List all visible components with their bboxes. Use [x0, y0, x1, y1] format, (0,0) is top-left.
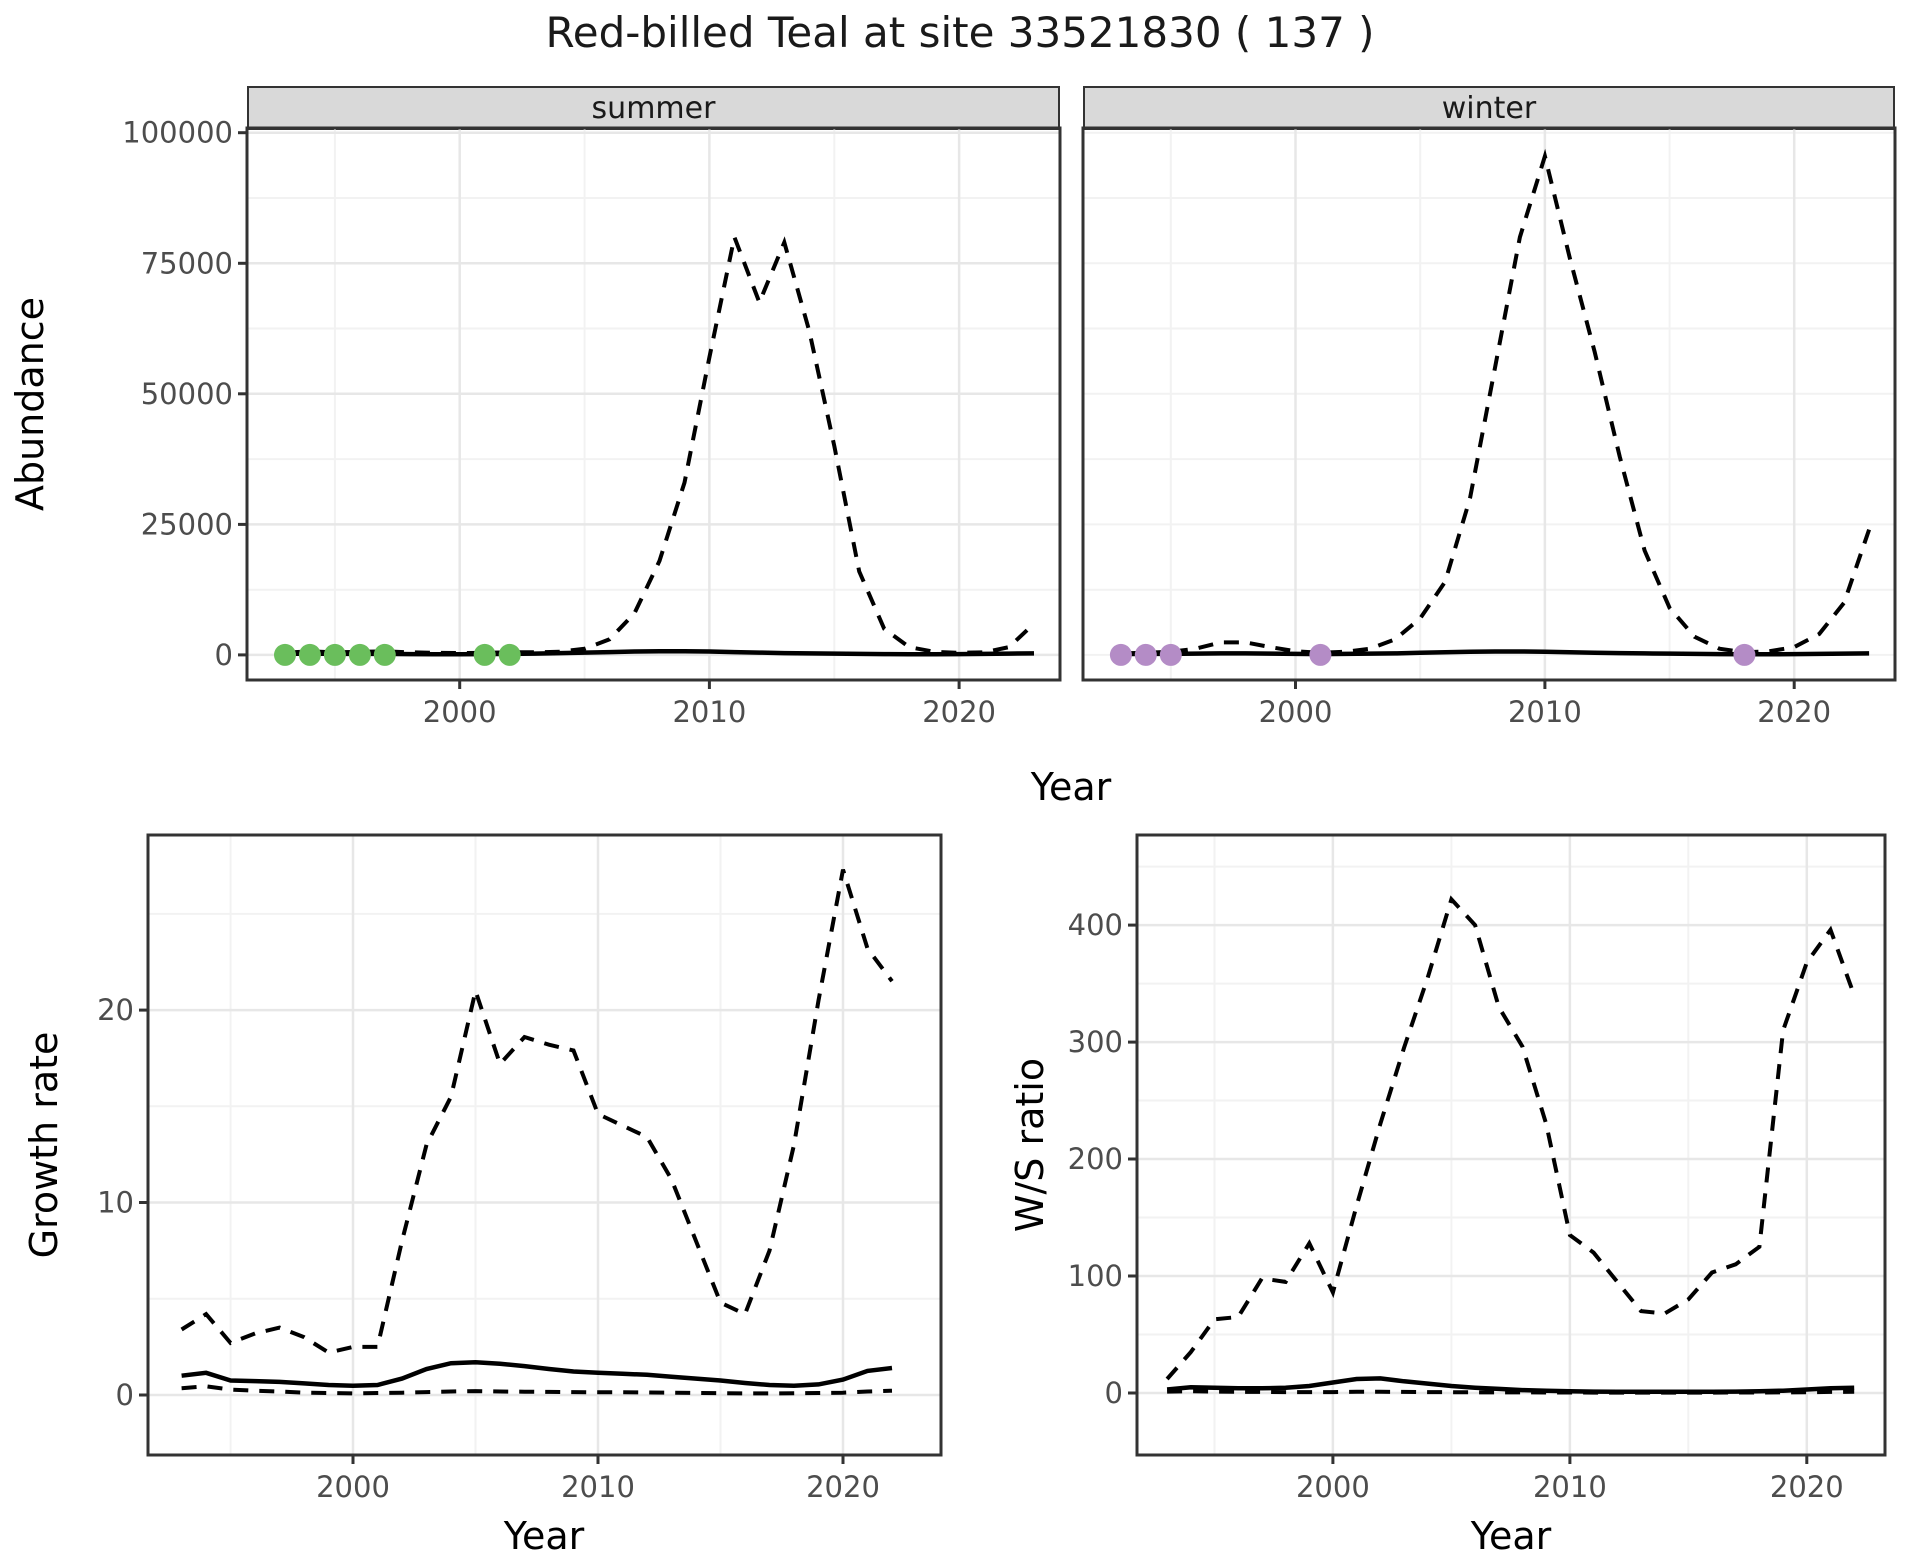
summer-observed-zero-count-dot	[498, 643, 521, 666]
x-tick-label: 2000	[1296, 1470, 1370, 1504]
y-tick-label: 25000	[141, 507, 233, 541]
summer-observed-zero-count-dot	[323, 643, 346, 666]
y-tick-label: 0	[1105, 1376, 1123, 1410]
x-tick-label: 2020	[1757, 695, 1831, 729]
x-tick-label: 2010	[672, 695, 746, 729]
panel-border	[245, 126, 1062, 682]
x-tick-label: 2010	[1508, 695, 1582, 729]
x-tick-label: 2020	[806, 1470, 880, 1504]
panel-summer: 2000 2010 2020 0 25000 50000 75000 100000	[122, 116, 1062, 729]
summer-observed-zero-count-dot	[373, 643, 396, 666]
x-tick-label: 2010	[561, 1470, 635, 1504]
winter-observed-zero-count-dot	[1134, 643, 1157, 666]
winter-observed-zero-count-dot	[1109, 643, 1132, 666]
y-tick-label: 300	[1068, 1025, 1123, 1059]
x-tick-label: 2020	[922, 695, 996, 729]
growth-upper-ci-line	[180, 869, 894, 1355]
y-axis-title-ws-ratio: W/S ratio	[1008, 1057, 1052, 1233]
x-tick-label: 2000	[316, 1470, 390, 1504]
summer-observed-zero-count-dot	[348, 643, 371, 666]
x-axis-title-top-year: Year	[1030, 765, 1112, 809]
panel-border	[1135, 833, 1887, 1457]
panel-growth: 2000 2010 2020 0 10 20	[97, 833, 943, 1504]
winter-observed-zero-count-dot	[1159, 643, 1182, 666]
x-tick-label: 2000	[1259, 695, 1333, 729]
summer-observed-zero-count-dot	[473, 643, 496, 666]
y-tick-label: 10	[97, 1186, 134, 1220]
y-tick-label: 50000	[141, 377, 233, 411]
ws-estimate-line	[1166, 1376, 1855, 1395]
facet-strip-winter: winter	[1083, 86, 1895, 130]
facet-strip-winter-label: winter	[1441, 90, 1537, 126]
growth-lower-ci-line	[181, 1384, 893, 1396]
facet-strip-summer: summer	[247, 86, 1060, 130]
x-axis-title-growth-year: Year	[503, 1514, 585, 1558]
y-tick-label: 0	[116, 1378, 134, 1412]
facet-strip-summer-label: summer	[591, 90, 716, 126]
ws-lower-ci-line	[1167, 1389, 1855, 1395]
x-tick-label: 2000	[423, 695, 497, 729]
panel-ws: 2000 2010 2020 0 100 200 300 400	[1068, 833, 1887, 1504]
x-tick-label: 2020	[1770, 1470, 1844, 1504]
y-tick-label: 75000	[141, 246, 233, 280]
y-tick-label: 400	[1068, 908, 1123, 942]
y-tick-label: 100	[1068, 1259, 1123, 1293]
winter-upper-ci-line	[1120, 148, 1871, 656]
winter-observed-zero-count-dot	[1733, 643, 1756, 666]
panel-border	[1081, 126, 1897, 682]
y-axis-title-growth-rate: Growth rate	[22, 1031, 66, 1259]
winter-observed-zero-count-dot	[1309, 643, 1332, 666]
summer-observed-zero-count-dot	[298, 643, 321, 666]
ws-upper-ci-line	[1165, 895, 1857, 1381]
panel-border	[146, 833, 943, 1457]
y-tick-label: 100000	[122, 116, 233, 150]
summer-upper-ci-line	[284, 230, 1036, 656]
panel-winter: 2000 2010 2020	[1081, 126, 1897, 729]
summer-observed-zero-count-dot	[274, 643, 296, 666]
x-axis-title-ws-year: Year	[1470, 1514, 1552, 1558]
y-tick-label: 200	[1068, 1142, 1123, 1176]
y-axis-title-abundance: Abundance	[8, 296, 52, 512]
x-tick-label: 2010	[1533, 1470, 1607, 1504]
y-tick-label: 0	[215, 638, 233, 672]
page-title: Red-billed Teal at site 33521830 ( 137 )	[545, 8, 1375, 57]
growth-estimate-line	[181, 1360, 893, 1388]
summer-estimate-line	[284, 649, 1035, 657]
y-tick-label: 20	[97, 993, 134, 1027]
